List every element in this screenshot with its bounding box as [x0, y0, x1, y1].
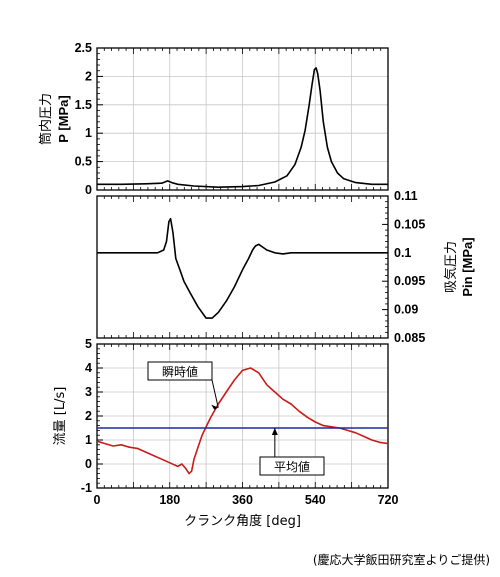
y-tick-label: 0.5	[75, 155, 92, 169]
y-tick-label: 0.085	[394, 331, 425, 345]
x-tick-label: 0	[94, 493, 101, 507]
y-tick-label: 5	[85, 337, 92, 351]
y-tick-label: 1	[85, 433, 92, 447]
x-tick-label: 360	[232, 493, 253, 507]
y-axis-unit: Pin [MPa]	[460, 237, 475, 296]
y-tick-label: 2.5	[75, 41, 92, 55]
y-tick-label: 0.1	[394, 246, 411, 260]
y-tick-label: -1	[81, 481, 92, 495]
annotation-label: 平均値	[274, 459, 310, 474]
annotation-leader	[211, 379, 219, 408]
y-tick-label: 0.09	[394, 303, 418, 317]
x-tick-label: 540	[305, 493, 326, 507]
annotation-label: 瞬時値	[162, 364, 198, 379]
annotation-box	[259, 456, 325, 476]
x-tick-label: 180	[159, 493, 180, 507]
y-tick-label: 2	[85, 69, 92, 83]
series-line-1-0	[97, 217, 388, 319]
y-tick-label: 0	[85, 183, 92, 197]
annotation-box	[147, 361, 213, 381]
series-line-0-0	[97, 67, 388, 188]
plot-frame	[96, 195, 389, 339]
x-tick-label: 720	[378, 493, 399, 507]
y-tick-label: 3	[85, 385, 92, 399]
y-axis-title: 吸気圧力	[443, 241, 459, 293]
y-tick-label: 0.11	[394, 189, 418, 203]
annotation-arrowhead	[271, 428, 278, 435]
y-tick-label: 0.105	[394, 217, 425, 231]
y-axis-title: 流量 [L/s]	[53, 387, 68, 446]
annotation-arrowhead	[211, 404, 219, 410]
x-axis-title: クランク角度 [deg]	[184, 513, 301, 529]
y-axis-title: 筒内圧力	[38, 93, 54, 145]
y-tick-label: 0	[85, 457, 92, 471]
credit-text: (慶応大学飯田研究室よりご提供)	[312, 553, 490, 567]
y-tick-label: 1.5	[75, 98, 92, 112]
y-tick-label: 2	[85, 409, 92, 423]
y-tick-label: 1	[85, 126, 92, 140]
y-tick-label: 4	[85, 361, 92, 375]
y-tick-label: 0.095	[394, 274, 425, 288]
y-axis-unit: P [MPa]	[56, 95, 71, 142]
